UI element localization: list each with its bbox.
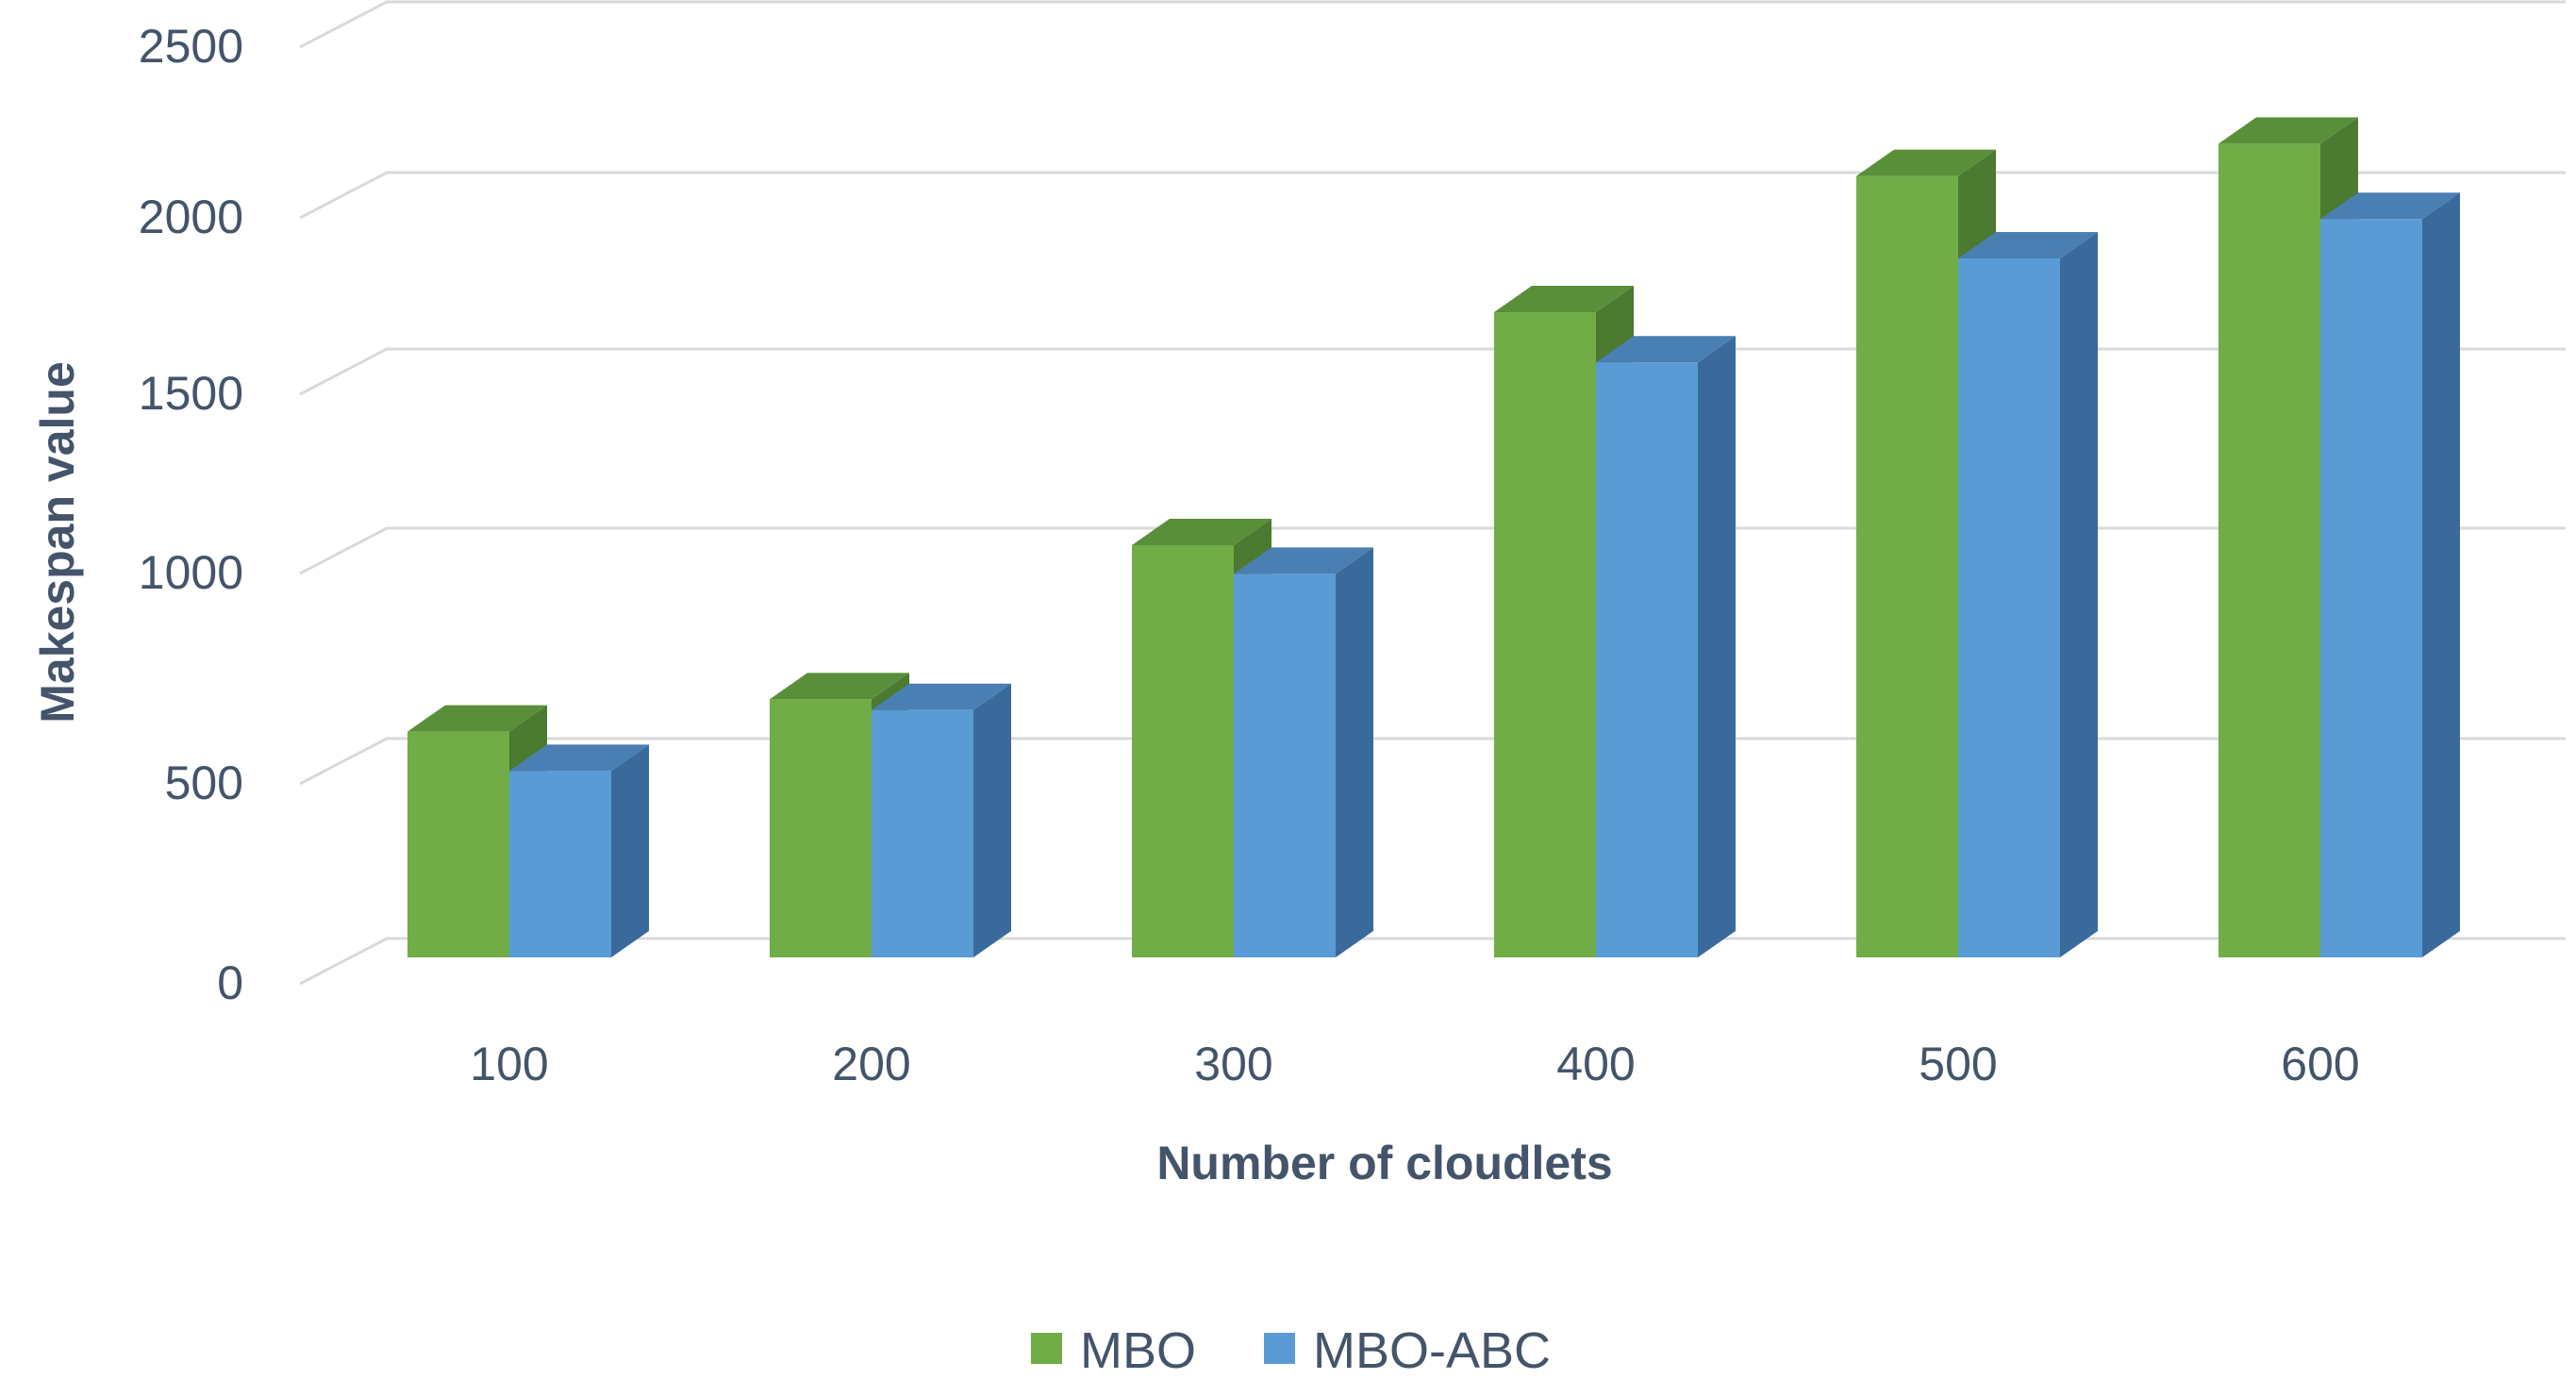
bar-front [1596, 362, 1698, 957]
x-tick-label: 200 [832, 1038, 910, 1090]
bar-side [611, 744, 649, 957]
bar-front [509, 771, 611, 957]
bar-front [770, 699, 872, 957]
bar-front [1132, 545, 1234, 957]
legend-label-mbo-abc: MBO-ABC [1313, 1322, 1551, 1379]
x-tick-label: 600 [2281, 1038, 2359, 1090]
bars [407, 117, 2460, 958]
bar-top [770, 673, 909, 700]
bar-front [1958, 258, 2060, 957]
bar-front [2320, 219, 2422, 957]
bar-front [2219, 143, 2320, 957]
bar-mbo-abc-400 [1596, 336, 1736, 957]
y-tick-label: 2000 [139, 191, 243, 243]
x-tick-label: 100 [470, 1038, 548, 1090]
y-tick-label: 2500 [139, 20, 243, 73]
bar-mbo-abc-300 [1234, 547, 1373, 957]
bar-front [1856, 175, 1958, 958]
gridline [299, 171, 2566, 220]
bar-top [1132, 519, 1271, 545]
legend: MBO MBO-ABC [1031, 1322, 1551, 1379]
gridline [299, 0, 2566, 49]
x-tick-label: 300 [1194, 1038, 1272, 1090]
bar-top [872, 683, 1011, 710]
x-axis-ticks: 100 200 300 400 500 600 [470, 1038, 2359, 1090]
legend-swatch-mbo [1031, 1333, 1062, 1364]
gridline [299, 737, 2566, 786]
bar-top [1958, 232, 2098, 258]
y-axis-title: Makespan value [31, 361, 84, 723]
x-tick-label: 500 [1919, 1038, 1997, 1090]
bar-mbo-abc-600 [2320, 192, 2460, 957]
bar-side [2422, 192, 2460, 957]
bar-front [407, 731, 509, 957]
bar-mbo-abc-200 [872, 683, 1011, 957]
bar-front [1494, 312, 1596, 957]
y-tick-label: 500 [165, 756, 243, 809]
bar-top [2320, 192, 2460, 220]
bar-front [872, 709, 973, 957]
bar-top [1234, 547, 1373, 574]
x-tick-label: 400 [1556, 1038, 1635, 1090]
bar-top [2219, 117, 2358, 144]
bar-top [1596, 336, 1736, 363]
bar-mbo-abc-500 [1958, 232, 2098, 957]
y-tick-label: 0 [217, 956, 243, 1009]
bar-side [973, 683, 1011, 957]
gridline [299, 526, 2566, 575]
gridlines [299, 0, 2566, 986]
gridline [299, 937, 2566, 986]
gridline [299, 347, 2566, 396]
y-axis-ticks: 0 500 1000 1500 2000 2500 [139, 20, 243, 1009]
bar-mbo-abc-100 [509, 744, 649, 957]
bar-side [1336, 547, 1373, 957]
bar-top [1856, 149, 1996, 176]
y-tick-label: 1000 [139, 546, 243, 599]
bar-top [1494, 286, 1634, 312]
bar-top [407, 705, 547, 732]
legend-label-mbo: MBO [1080, 1322, 1196, 1379]
bar-front [1234, 573, 1336, 957]
x-axis-title: Number of cloudlets [1156, 1137, 1612, 1189]
legend-swatch-mbo-abc [1264, 1333, 1295, 1364]
bar-top [509, 744, 649, 772]
bar-side [1698, 336, 1736, 957]
bar-side [2060, 232, 2098, 957]
y-tick-label: 1500 [139, 367, 243, 420]
